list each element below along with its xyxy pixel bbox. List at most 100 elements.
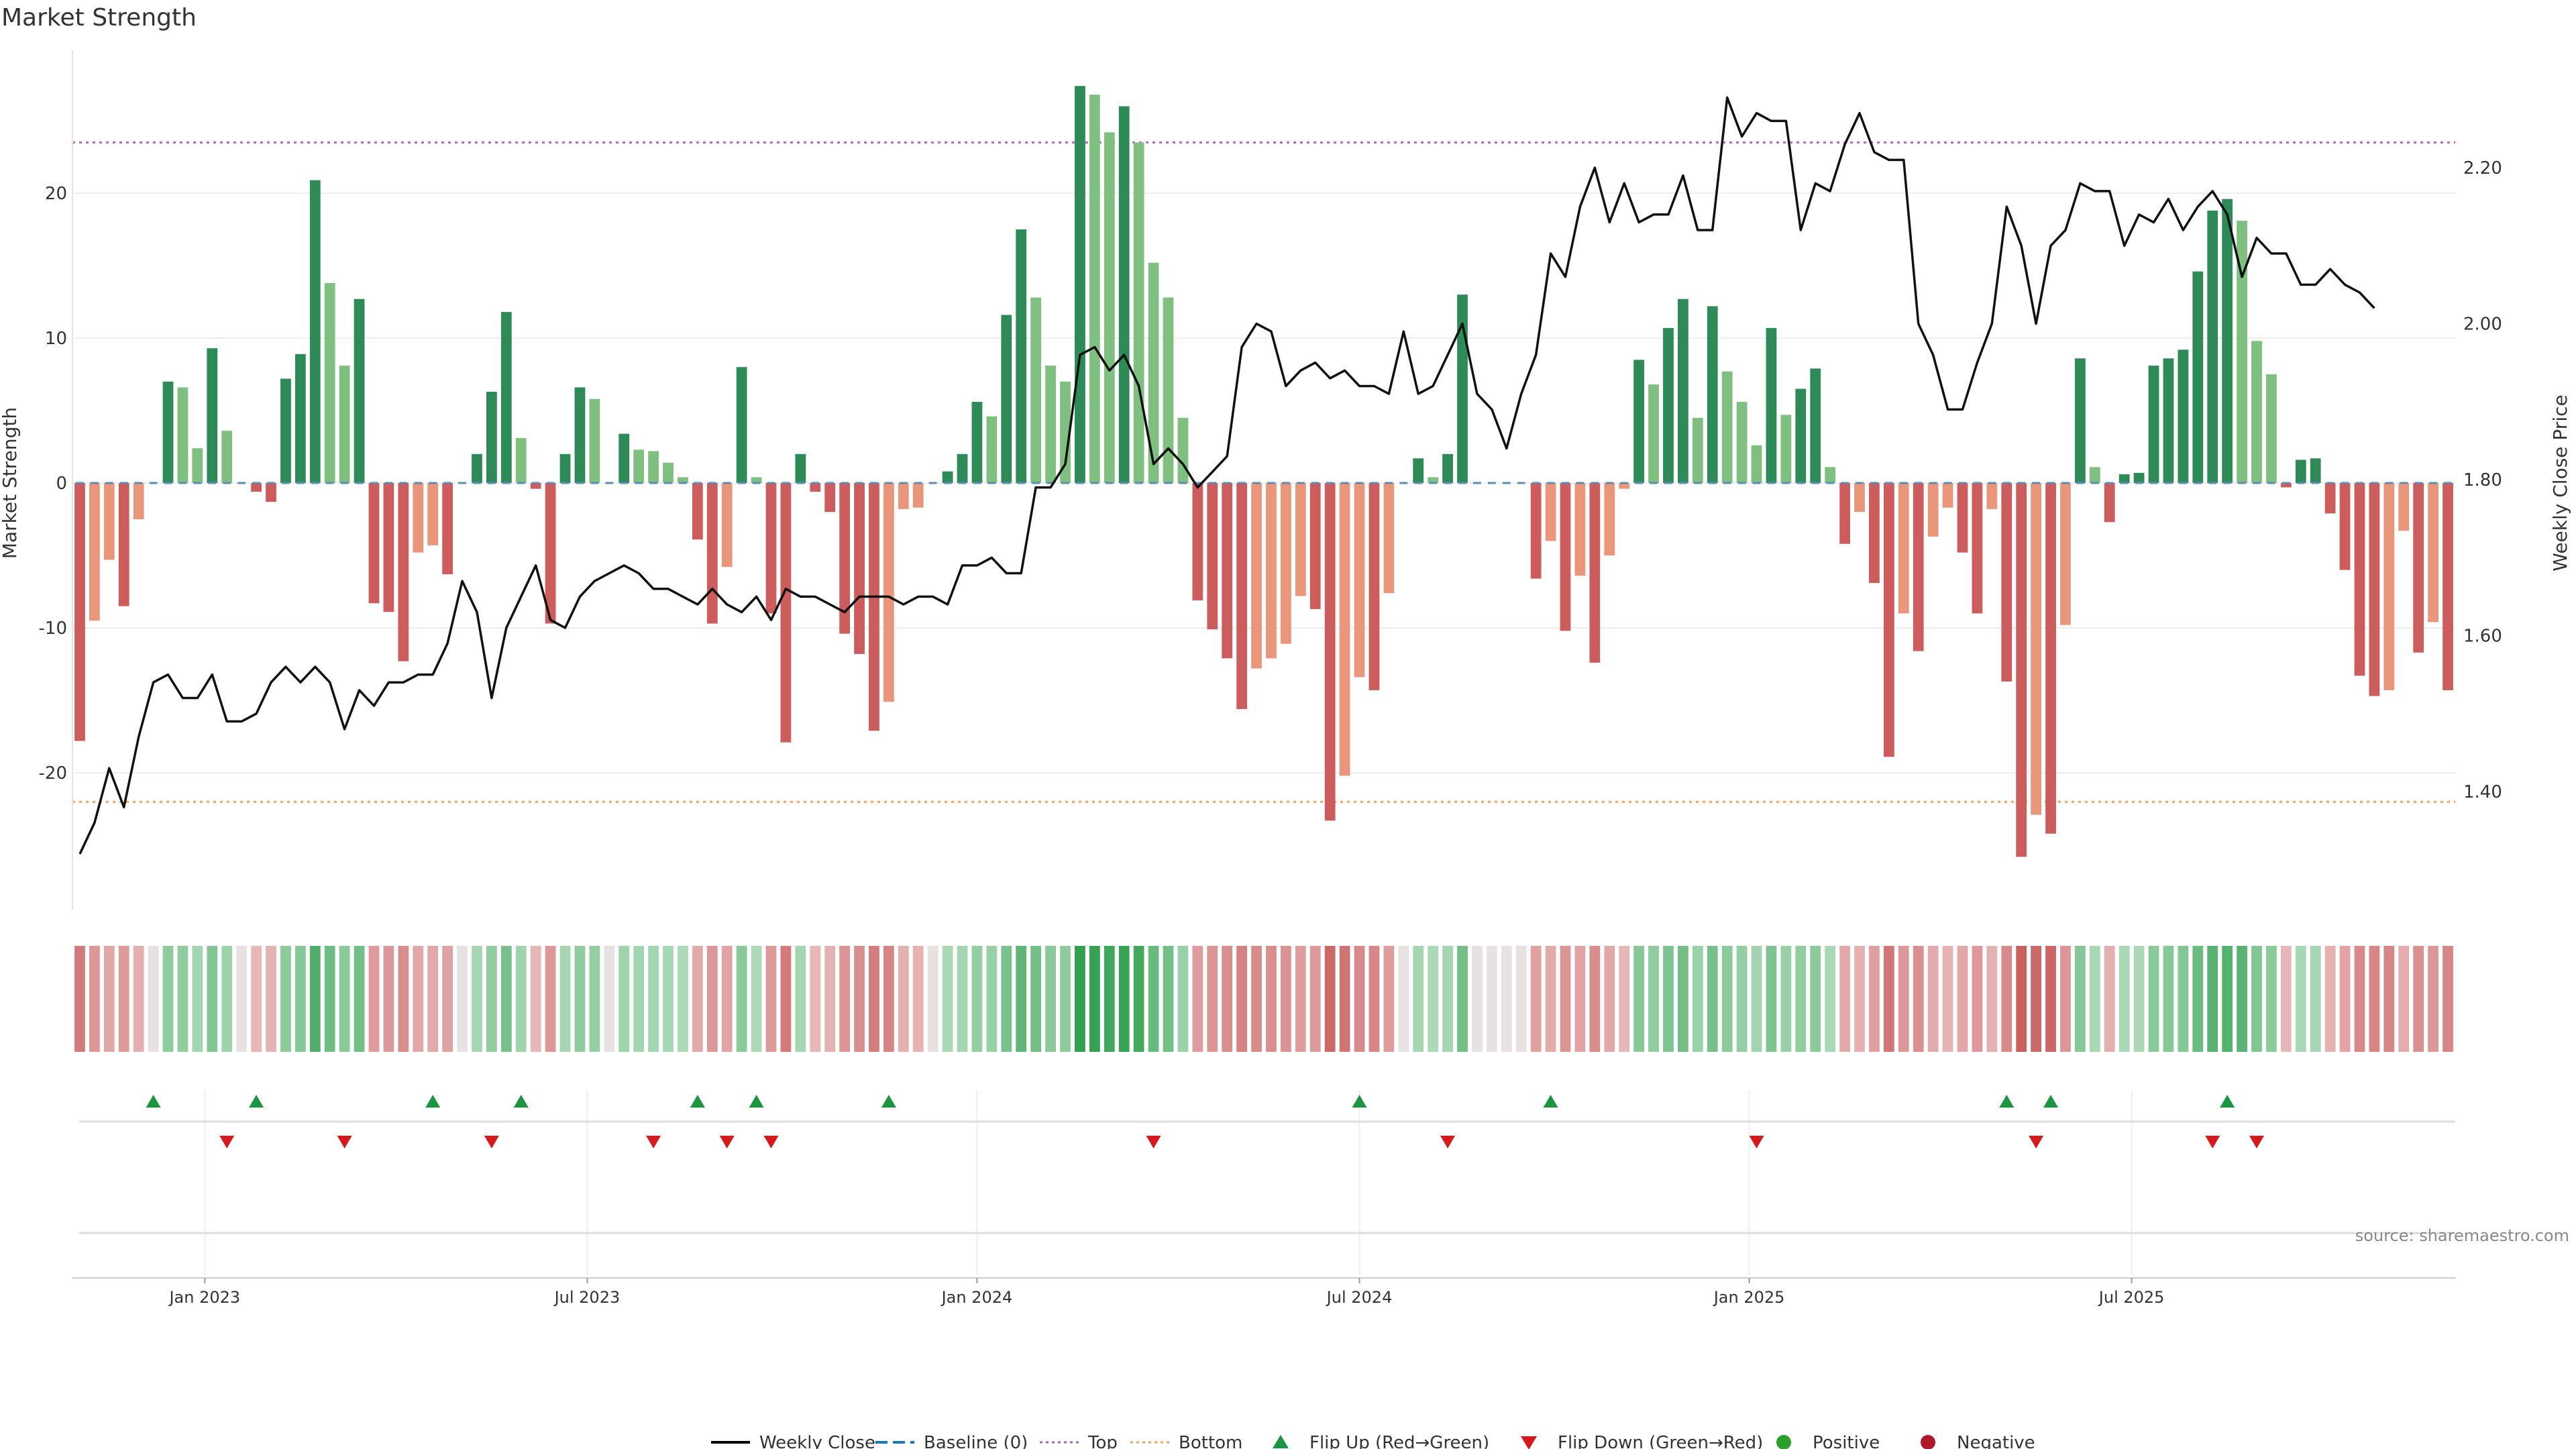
strength-bar (942, 471, 953, 483)
strength-bar (1133, 142, 1144, 483)
strength-bar (1766, 327, 1777, 483)
heat-cell (1898, 946, 1909, 1052)
source-note: source: sharemaestro.com (2355, 1226, 2569, 1245)
strength-bar (515, 438, 527, 483)
strength-bar (1045, 366, 1056, 483)
legend-label: Weekly Close (759, 1433, 875, 1449)
heat-cell (177, 946, 189, 1052)
heat-cell (942, 946, 953, 1052)
flip-up-marker (513, 1095, 529, 1108)
heat-cell (1030, 946, 1042, 1052)
left-axis-label: Market Strength (0, 407, 21, 559)
flip-down-marker (1146, 1136, 1161, 1148)
heat-cell (1266, 946, 1277, 1052)
legend-label: Top (1087, 1433, 1118, 1449)
strength-bar (442, 483, 453, 575)
strength-bar (957, 453, 968, 483)
heat-cell (354, 946, 365, 1052)
strength-bar (530, 483, 541, 489)
heat-cell (1766, 946, 1777, 1052)
strength-bar (2074, 358, 2086, 483)
heat-cell (1001, 946, 1012, 1052)
heat-cell (486, 946, 497, 1052)
heat-cell (266, 946, 276, 1052)
left-tick-label: -10 (39, 619, 67, 639)
heat-cell (883, 946, 894, 1052)
heat-cell (1619, 946, 1630, 1052)
strength-bar (1780, 415, 1792, 483)
strength-bar (251, 483, 262, 492)
strength-bar (1339, 483, 1350, 776)
strength-bar (1619, 483, 1630, 489)
flip-down-marker (719, 1136, 735, 1148)
heat-cell (530, 946, 541, 1052)
strength-bar (1075, 86, 1085, 483)
heat-cell (2148, 946, 2159, 1052)
heat-cell (413, 946, 424, 1052)
heat-cell (1486, 946, 1497, 1052)
strength-bar (1060, 381, 1071, 483)
strength-bar (1428, 477, 1439, 483)
heat-cell (2383, 946, 2395, 1052)
heat-cell (1986, 946, 1998, 1052)
strength-bar (869, 483, 879, 731)
strength-bar (2060, 483, 2071, 625)
strength-bar (765, 483, 777, 614)
heat-cell (442, 946, 453, 1052)
strength-bar (736, 367, 747, 483)
heat-cell (207, 946, 218, 1052)
strength-bar (751, 477, 762, 483)
strength-bar (354, 299, 365, 483)
reference-lines (72, 141, 2455, 803)
heat-cell (2310, 946, 2321, 1052)
right-axis: 1.40 1.60 1.80 2.00 2.20 (2463, 158, 2502, 802)
heat-cell (1707, 946, 1718, 1052)
strength-bar (810, 483, 821, 492)
heat-cell (1236, 946, 1248, 1052)
flip-up-marker (249, 1095, 264, 1108)
heat-cell (1383, 946, 1395, 1052)
strength-bar (2207, 210, 2218, 483)
heat-cell (839, 946, 851, 1052)
heat-cell (1515, 946, 1527, 1052)
heat-cell (2104, 946, 2115, 1052)
heat-cell (1368, 946, 1380, 1052)
chart-title: Market Strength (1, 4, 197, 32)
strength-bar (192, 448, 203, 483)
strength-bar (2118, 474, 2130, 483)
bottom-panel (79, 1120, 2455, 1234)
heat-cell (795, 946, 806, 1052)
x-tick-label: Jan 2023 (168, 1288, 240, 1307)
legend-label: Positive (1813, 1433, 1880, 1449)
flip-down-marker (337, 1136, 352, 1148)
heat-cell (1016, 946, 1027, 1052)
heat-cell (1648, 946, 1659, 1052)
heat-cell (148, 946, 159, 1052)
heat-cell (236, 946, 248, 1052)
strength-bar (1222, 483, 1233, 659)
heat-cell (103, 946, 115, 1052)
heat-cell (1339, 946, 1350, 1052)
strength-bar (898, 483, 909, 509)
strength-bar (1810, 368, 1821, 483)
strength-bar (839, 483, 851, 634)
left-tick-label: 0 (56, 474, 67, 494)
heat-cell (1207, 946, 1218, 1052)
gridlines (72, 193, 2455, 1275)
strength-bar (2295, 460, 2306, 483)
strength-bar (1854, 483, 1865, 513)
legend-item: Flip Up (Red→Green) (1273, 1433, 1489, 1449)
heat-cell (957, 946, 968, 1052)
strength-bar (1707, 306, 1718, 483)
strength-bar (2237, 221, 2247, 483)
heat-cell (368, 946, 380, 1052)
heat-cell (1825, 946, 1836, 1052)
strength-bar (1913, 483, 1924, 651)
price-line-group (78, 96, 2375, 855)
strength-bar (2104, 483, 2115, 523)
strength-bar (486, 391, 497, 483)
heat-cell (1251, 946, 1262, 1052)
heat-cell (309, 946, 321, 1052)
heat-cell (1972, 946, 1983, 1052)
